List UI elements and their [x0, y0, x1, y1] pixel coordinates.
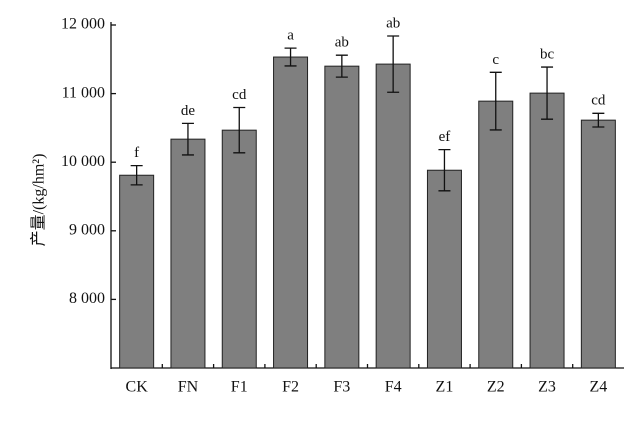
- significance-letter: bc: [540, 46, 555, 62]
- error-bar: [438, 148, 451, 192]
- error-bar: [387, 35, 400, 93]
- bar: [119, 174, 155, 369]
- x-tick-label: CK: [126, 379, 149, 396]
- x-tick-label: F2: [282, 379, 299, 396]
- x-tick-label: Z4: [589, 379, 607, 396]
- significance-letter: ef: [439, 129, 451, 145]
- bar: [221, 129, 257, 369]
- bar: [273, 56, 309, 369]
- x-tick-label: Z2: [487, 379, 505, 396]
- error-bar: [541, 66, 554, 120]
- bar: [426, 169, 462, 369]
- error-bar: [489, 71, 502, 131]
- significance-letter: cd: [591, 93, 606, 109]
- bar: [580, 119, 616, 369]
- error-bar: [284, 47, 297, 67]
- y-tick-label: 9 000: [69, 221, 105, 238]
- error-bar: [181, 122, 194, 156]
- y-tick-label: 10 000: [61, 153, 105, 170]
- x-tick-label: F1: [231, 379, 248, 396]
- x-tick-label: F4: [385, 379, 402, 396]
- x-tick-label: F3: [333, 379, 350, 396]
- y-tick-label: 11 000: [62, 84, 105, 101]
- y-tick-label: 8 000: [69, 290, 105, 307]
- bar: [375, 63, 411, 369]
- significance-letter: ab: [335, 35, 349, 51]
- significance-letter: de: [181, 103, 196, 119]
- significance-letter: ab: [386, 15, 400, 31]
- x-tick-label: Z3: [538, 379, 556, 396]
- significance-letter: f: [134, 145, 139, 161]
- y-axis-label: 产量/(kg/hm²): [30, 154, 48, 247]
- error-bar: [592, 112, 605, 128]
- bar: [324, 65, 360, 369]
- bar: [529, 92, 565, 369]
- error-bar: [335, 54, 348, 78]
- error-bar: [233, 106, 246, 154]
- x-tick-label: FN: [178, 379, 199, 396]
- bar: [478, 100, 514, 369]
- bar: [170, 138, 206, 369]
- significance-letter: cd: [232, 87, 247, 103]
- y-tick-label: 12 000: [61, 16, 105, 33]
- error-bar: [130, 164, 143, 186]
- significance-letter: a: [287, 28, 294, 44]
- significance-letter: c: [492, 52, 499, 68]
- x-tick-label: Z1: [436, 379, 454, 396]
